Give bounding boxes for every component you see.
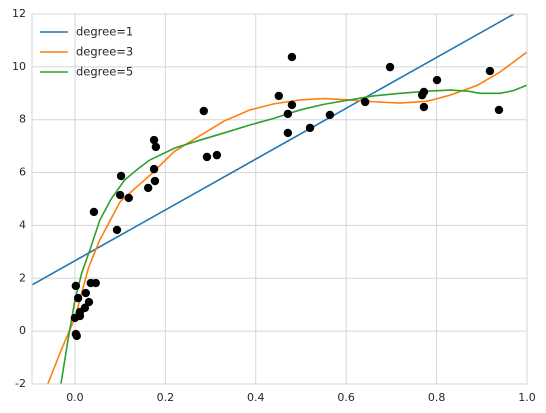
point <box>91 278 100 288</box>
point <box>202 152 212 162</box>
point <box>150 176 160 186</box>
point <box>385 62 395 72</box>
point <box>283 128 293 138</box>
point <box>116 171 126 181</box>
point <box>287 100 297 110</box>
point <box>494 105 504 115</box>
point <box>80 303 90 313</box>
labels: 0.0 0.2 0.4 0.6 0.8 1.0-2024681012degree=1deg… <box>12 7 536 404</box>
point <box>274 91 284 101</box>
fit-line <box>32 14 515 286</box>
plot-frame <box>31 13 528 385</box>
y-tick-label: -2 <box>15 377 26 390</box>
point <box>283 109 293 119</box>
point <box>143 183 153 193</box>
point <box>124 193 133 203</box>
y-tick-label: 8 <box>19 113 26 126</box>
point <box>419 87 429 97</box>
plot-area <box>32 14 527 384</box>
fit-line <box>60 84 527 384</box>
point <box>199 106 208 116</box>
point <box>485 66 495 76</box>
point <box>81 288 90 298</box>
point <box>419 102 429 112</box>
point <box>287 52 297 62</box>
legend: degree=1 degree=3 degree=5 <box>40 25 133 79</box>
legend-label: degree=1 <box>76 25 133 39</box>
y-tick-label: 6 <box>19 166 26 179</box>
point <box>325 110 335 120</box>
point <box>71 329 81 339</box>
point <box>149 135 159 145</box>
x-tick-label: 0.0 <box>66 391 84 404</box>
point <box>432 75 442 85</box>
point <box>84 297 94 307</box>
point <box>305 123 315 133</box>
x-tick-label: 0.2 <box>157 391 175 404</box>
point <box>149 164 159 174</box>
legend-label: degree=5 <box>76 65 133 79</box>
y-tick-label: 12 <box>12 7 26 20</box>
point <box>89 207 99 217</box>
point <box>115 190 125 200</box>
point <box>360 97 370 107</box>
x-tick-label: 0.6 <box>337 391 355 404</box>
fit-line <box>47 51 527 384</box>
point <box>212 150 222 160</box>
legend-label: degree=3 <box>76 45 133 59</box>
y-tick-label: 4 <box>19 218 26 231</box>
x-tick-label: 1.0 <box>518 391 536 404</box>
x-tick-label: 0.8 <box>428 391 446 404</box>
x-tick-label: 0.4 <box>247 391 265 404</box>
y-tick-label: 2 <box>19 271 26 284</box>
point <box>151 142 161 152</box>
point <box>112 225 122 235</box>
y-tick-label: 0 <box>19 324 26 337</box>
y-tick-label: 10 <box>12 60 26 73</box>
point <box>73 293 83 303</box>
point <box>71 281 81 291</box>
